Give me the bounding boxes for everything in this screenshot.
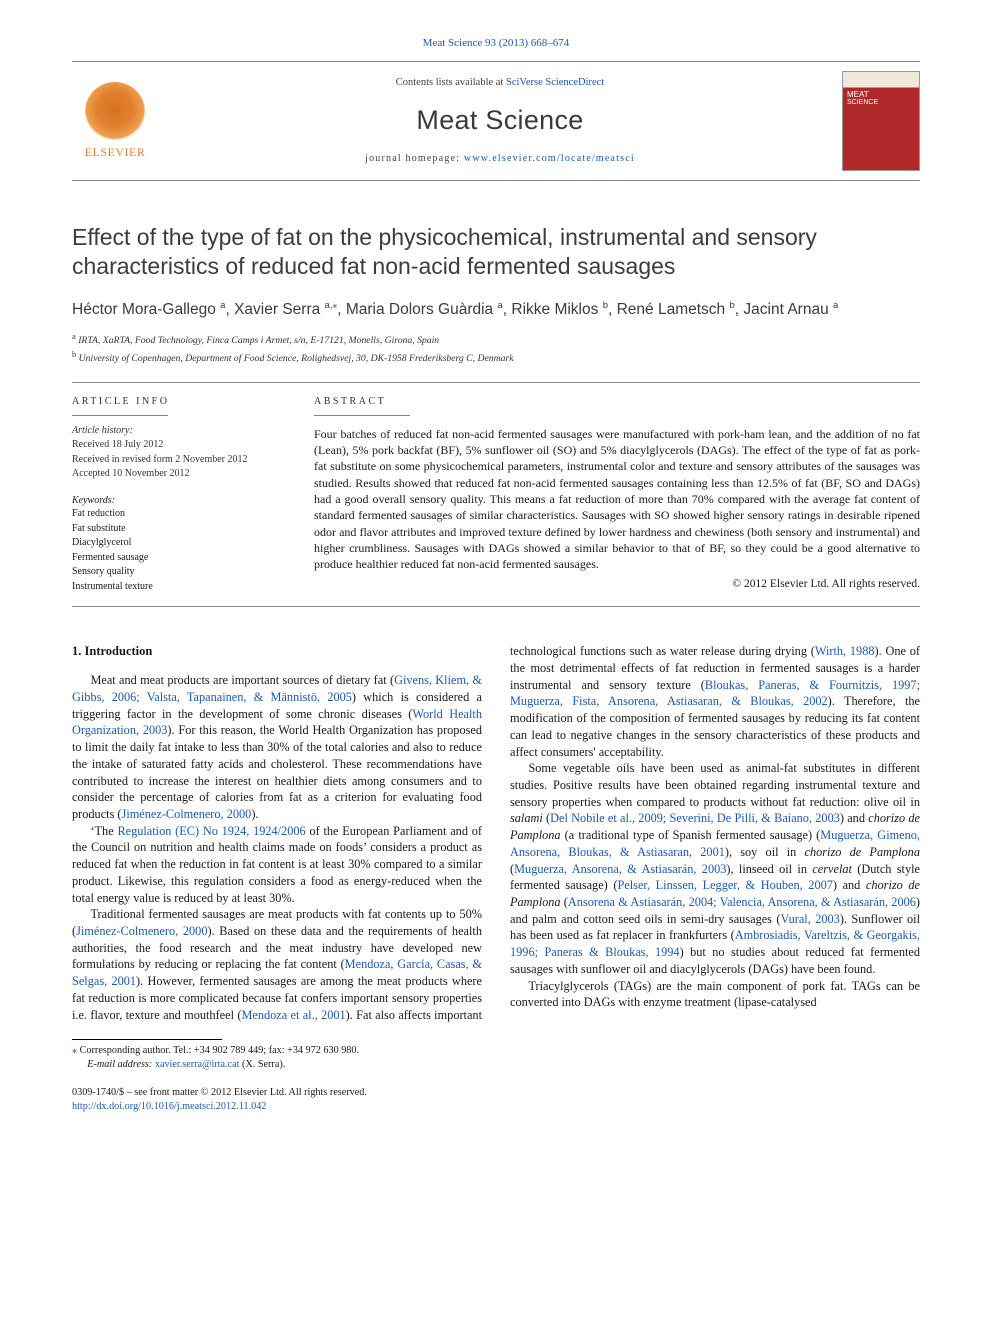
author: Maria Dolors Guàrdia a (346, 301, 503, 318)
affiliations: a IRTA, XaRTA, Food Technology, Finca Ca… (72, 330, 920, 367)
elsevier-logo: ELSEVIER (72, 73, 158, 169)
section-1-heading: 1. Introduction (72, 643, 482, 660)
revised-date: Received in revised form 2 November 2012 (72, 453, 296, 468)
page-footer: 0309-1740/$ – see front matter © 2012 El… (72, 1086, 920, 1115)
sciencedirect-link[interactable]: SciVerse ScienceDirect (506, 77, 604, 88)
received-date: Received 18 July 2012 (72, 438, 296, 453)
keywords-label: Keywords: (72, 494, 296, 508)
citation[interactable]: Ansorena & Astiasarán, 2004; Valencia, A… (568, 895, 916, 909)
citation[interactable]: Mendoza et al., 2001 (241, 1008, 345, 1022)
corresponding-email-link[interactable]: xavier.serra@irta.cat (155, 1059, 240, 1070)
journal-name: Meat Science (168, 102, 832, 138)
citation[interactable]: Jiménez-Colmenero, 2000 (76, 924, 207, 938)
article-body: 1. Introduction Meat and meat products a… (72, 643, 920, 1023)
citation-link[interactable]: Meat Science 93 (2013) 668–674 (423, 37, 570, 49)
front-matter-line: 0309-1740/$ – see front matter © 2012 El… (72, 1086, 920, 1100)
author: René Lametsch b (617, 301, 735, 318)
citation[interactable]: Vural, 2003 (780, 912, 839, 926)
affiliation: a IRTA, XaRTA, Food Technology, Finca Ca… (72, 330, 920, 348)
intro-paragraph-5: Some vegetable oils have been used as an… (510, 760, 920, 977)
intro-paragraph-1: Meat and meat products are important sou… (72, 672, 482, 822)
abstract-heading: ABSTRACT (314, 395, 920, 409)
email-attribution: (X. Serra). (242, 1059, 285, 1070)
keywords-list: Fat reductionFat substituteDiacylglycero… (72, 507, 296, 594)
intro-paragraph-6: Triacylglycerols (TAGs) are the main com… (510, 978, 920, 1011)
citation[interactable]: Pelser, Linssen, Legger, & Houben, 2007 (617, 878, 832, 892)
corresponding-author-footnote: ⁎ Corresponding author. Tel.: +34 902 78… (72, 1044, 920, 1072)
keyword: Fat reduction (72, 507, 296, 522)
author: Jacint Arnau a (743, 301, 838, 318)
affiliation: b University of Copenhagen, Department o… (72, 348, 920, 366)
keyword: Diacylglycerol (72, 536, 296, 551)
author-list: Héctor Mora-Gallego a, Xavier Serra a,⁎,… (72, 298, 920, 321)
citation[interactable]: Regulation (EC) No 1924, 1924/2006 (117, 824, 305, 838)
citation-header: Meat Science 93 (2013) 668–674 (72, 36, 920, 51)
article-info-heading: ARTICLE INFO (72, 395, 296, 409)
journal-homepage-link[interactable]: www.elsevier.com/locate/meatsci (464, 153, 635, 164)
author: Rikke Miklos b (511, 301, 608, 318)
keyword: Fat substitute (72, 522, 296, 537)
contents-prefix: Contents lists available at (396, 77, 506, 88)
article-info-column: ARTICLE INFO Article history: Received 1… (72, 383, 314, 606)
keyword: Fermented sausage (72, 551, 296, 566)
abstract-column: ABSTRACT Four batches of reduced fat non… (314, 383, 920, 606)
contents-available-line: Contents lists available at SciVerse Sci… (168, 76, 832, 90)
homepage-prefix: journal homepage: (365, 153, 464, 164)
intro-paragraph-2: ‘The Regulation (EC) No 1924, 1924/2006 … (72, 823, 482, 907)
abstract-copyright: © 2012 Elsevier Ltd. All rights reserved… (314, 577, 920, 593)
email-label: E-mail address: (87, 1059, 152, 1070)
keyword: Sensory quality (72, 565, 296, 580)
journal-header-band: ELSEVIER Contents lists available at Sci… (72, 61, 920, 181)
article-title: Effect of the type of fat on the physico… (72, 223, 920, 281)
abstract-text: Four batches of reduced fat non-acid fer… (314, 426, 920, 573)
author: Héctor Mora-Gallego a (72, 301, 225, 318)
journal-cover-thumbnail (842, 71, 920, 171)
history-label: Article history: (72, 424, 296, 439)
citation[interactable]: Del Nobile et al., 2009; Severini, De Pi… (550, 811, 840, 825)
accepted-date: Accepted 10 November 2012 (72, 467, 296, 482)
author: Xavier Serra a,⁎ (234, 301, 337, 318)
elsevier-tree-icon (85, 82, 145, 142)
citation[interactable]: Jiménez-Colmenero, 2000 (122, 807, 252, 821)
journal-homepage-line: journal homepage: www.elsevier.com/locat… (168, 152, 832, 166)
citation[interactable]: Wirth, 1988 (815, 644, 875, 658)
citation[interactable]: Muguerza, Ansorena, & Astiasarán, 2003 (514, 862, 726, 876)
footnote-separator (72, 1039, 222, 1040)
keyword: Instrumental texture (72, 580, 296, 595)
doi-link[interactable]: http://dx.doi.org/10.1016/j.meatsci.2012… (72, 1101, 266, 1112)
elsevier-label: ELSEVIER (85, 144, 146, 160)
corresponding-author-text: Corresponding author. Tel.: +34 902 789 … (80, 1045, 359, 1056)
